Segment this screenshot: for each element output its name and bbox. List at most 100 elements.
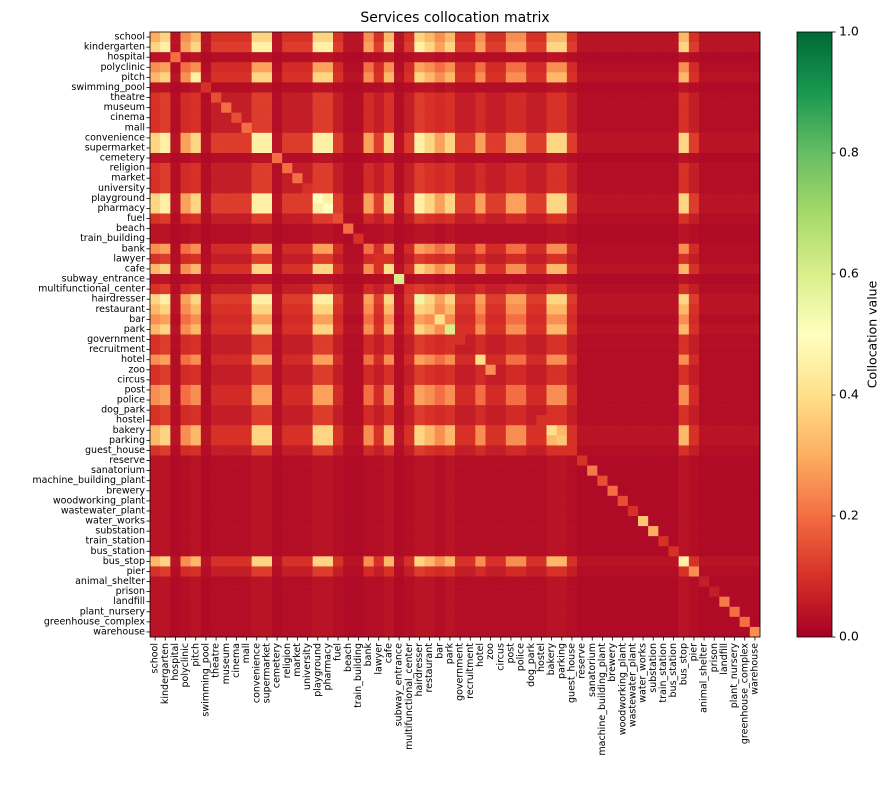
heatmap-cell bbox=[648, 465, 659, 476]
heatmap-cell bbox=[739, 314, 751, 325]
heatmap-cell bbox=[414, 243, 425, 255]
heatmap-cell bbox=[678, 112, 690, 124]
heatmap-cell bbox=[688, 505, 700, 517]
heatmap-cell bbox=[556, 475, 568, 487]
heatmap-cell bbox=[211, 314, 222, 325]
heatmap-cell bbox=[180, 243, 191, 255]
heatmap-cell bbox=[719, 586, 730, 597]
heatmap-cell bbox=[414, 142, 425, 154]
heatmap-cell bbox=[231, 122, 242, 134]
heatmap-cell bbox=[505, 52, 517, 63]
heatmap-cell bbox=[251, 142, 263, 154]
y-tick-label: hotel bbox=[121, 354, 145, 365]
heatmap-cell bbox=[211, 213, 222, 224]
heatmap-cell bbox=[729, 62, 740, 73]
heatmap-cell bbox=[211, 596, 222, 608]
heatmap-cell bbox=[678, 193, 690, 204]
heatmap-cell bbox=[292, 344, 303, 355]
heatmap-cell bbox=[394, 556, 405, 567]
heatmap-cell bbox=[465, 485, 476, 497]
heatmap-cell bbox=[546, 112, 557, 124]
heatmap-cell bbox=[688, 32, 700, 43]
heatmap-cell bbox=[729, 233, 740, 245]
heatmap-cell bbox=[261, 354, 273, 366]
heatmap-cell bbox=[241, 536, 252, 547]
heatmap-cell bbox=[505, 415, 517, 426]
heatmap-cell bbox=[495, 606, 507, 618]
heatmap-cell bbox=[739, 536, 751, 547]
heatmap-cell bbox=[292, 304, 303, 315]
heatmap-cell bbox=[688, 606, 700, 618]
heatmap-cell bbox=[444, 455, 456, 466]
heatmap-cell bbox=[536, 82, 547, 93]
heatmap-cell bbox=[577, 374, 588, 386]
heatmap-cell bbox=[221, 163, 232, 174]
heatmap-cell bbox=[333, 173, 344, 184]
heatmap-cell bbox=[404, 42, 415, 53]
heatmap-cell bbox=[566, 495, 578, 507]
heatmap-cell bbox=[302, 304, 313, 315]
heatmap-cell bbox=[485, 274, 496, 285]
heatmap-cell bbox=[709, 213, 720, 224]
heatmap-cell bbox=[241, 294, 252, 305]
heatmap-cell bbox=[272, 173, 283, 184]
heatmap-cell bbox=[343, 415, 354, 426]
heatmap-cell bbox=[648, 516, 659, 527]
heatmap-cell bbox=[516, 576, 527, 587]
heatmap-cell bbox=[627, 183, 639, 194]
heatmap-cell bbox=[150, 243, 161, 255]
heatmap-cell bbox=[658, 284, 669, 295]
heatmap-cell bbox=[394, 183, 405, 194]
heatmap-cell bbox=[495, 626, 507, 638]
heatmap-cell bbox=[150, 274, 161, 285]
heatmap-cell bbox=[749, 263, 761, 275]
heatmap-cell bbox=[729, 92, 740, 103]
heatmap-cell bbox=[638, 233, 649, 245]
heatmap-cell bbox=[699, 384, 710, 396]
heatmap-cell bbox=[566, 213, 578, 224]
heatmap-cell bbox=[383, 505, 395, 517]
heatmap-cell bbox=[170, 536, 181, 547]
heatmap-cell bbox=[272, 274, 283, 285]
heatmap-cell bbox=[343, 253, 354, 265]
heatmap-cell bbox=[556, 213, 568, 224]
heatmap-cell bbox=[607, 475, 618, 487]
heatmap-cell bbox=[333, 485, 344, 497]
heatmap-cell bbox=[383, 304, 395, 315]
heatmap-cell bbox=[404, 324, 415, 335]
heatmap-cell bbox=[211, 324, 222, 335]
heatmap-cell bbox=[658, 132, 669, 144]
heatmap-cell bbox=[180, 465, 191, 476]
heatmap-cell bbox=[719, 233, 730, 245]
heatmap-cell bbox=[749, 374, 761, 386]
heatmap-cell bbox=[566, 384, 578, 396]
heatmap-cell bbox=[658, 415, 669, 426]
heatmap-cell bbox=[200, 526, 212, 537]
heatmap-cell bbox=[282, 395, 293, 406]
heatmap-cell bbox=[180, 42, 191, 53]
heatmap-cell bbox=[241, 395, 252, 406]
heatmap-cell bbox=[699, 536, 710, 547]
heatmap-cell bbox=[434, 616, 446, 628]
heatmap-cell bbox=[719, 616, 730, 628]
heatmap-cell bbox=[404, 475, 415, 487]
heatmap-cell bbox=[343, 586, 354, 597]
heatmap-cell bbox=[353, 596, 364, 608]
y-tick-label: bus_stop bbox=[103, 556, 145, 567]
heatmap-cell bbox=[444, 364, 456, 376]
y-tick-label: cinema bbox=[110, 112, 145, 123]
heatmap-cell bbox=[719, 475, 730, 487]
heatmap-cell bbox=[597, 274, 608, 285]
heatmap-cell bbox=[668, 102, 679, 113]
heatmap-cell bbox=[577, 344, 588, 355]
heatmap-cell bbox=[505, 223, 517, 234]
heatmap-cell bbox=[465, 395, 476, 406]
heatmap-cell bbox=[465, 626, 476, 638]
heatmap-cell bbox=[465, 112, 476, 124]
heatmap-cell bbox=[648, 72, 659, 83]
heatmap-cell bbox=[566, 263, 578, 275]
heatmap-cell bbox=[414, 445, 425, 456]
heatmap-cell bbox=[495, 455, 507, 466]
heatmap-cell bbox=[170, 435, 181, 446]
heatmap-cell bbox=[343, 596, 354, 608]
